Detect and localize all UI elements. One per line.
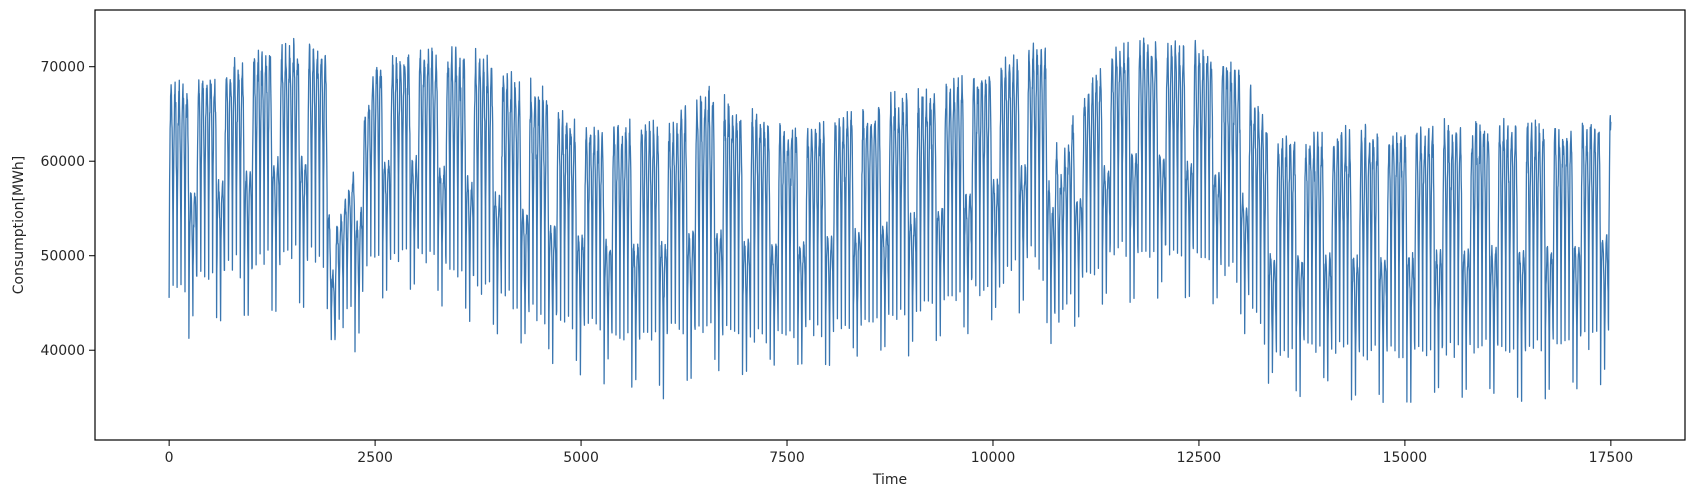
x-tick-label: 12500 (1177, 450, 1222, 466)
x-axis: 0 2500 5000 7500 10000 12500 15000 17500 (165, 440, 1633, 466)
y-axis: 40000 50000 60000 70000 (40, 60, 95, 359)
y-tick-label: 60000 (40, 154, 85, 170)
y-tick-label: 70000 (40, 60, 85, 76)
plot-frame (94, 9, 1686, 441)
x-tick-label: 2500 (357, 450, 393, 466)
x-tick-label: 10000 (971, 450, 1016, 466)
x-tick-label: 17500 (1589, 450, 1634, 466)
x-tick-label: 0 (165, 450, 174, 466)
x-tick-label: 7500 (769, 450, 805, 466)
series-layer (168, 37, 1612, 404)
x-axis-label: Time (872, 472, 907, 488)
y-tick-label: 40000 (40, 343, 85, 359)
series-line (168, 37, 1612, 404)
y-axis-label: Consumption[MWh] (11, 156, 27, 294)
x-tick-label: 15000 (1383, 450, 1428, 466)
y-tick-label: 50000 (40, 249, 85, 265)
x-tick-label: 5000 (563, 450, 599, 466)
